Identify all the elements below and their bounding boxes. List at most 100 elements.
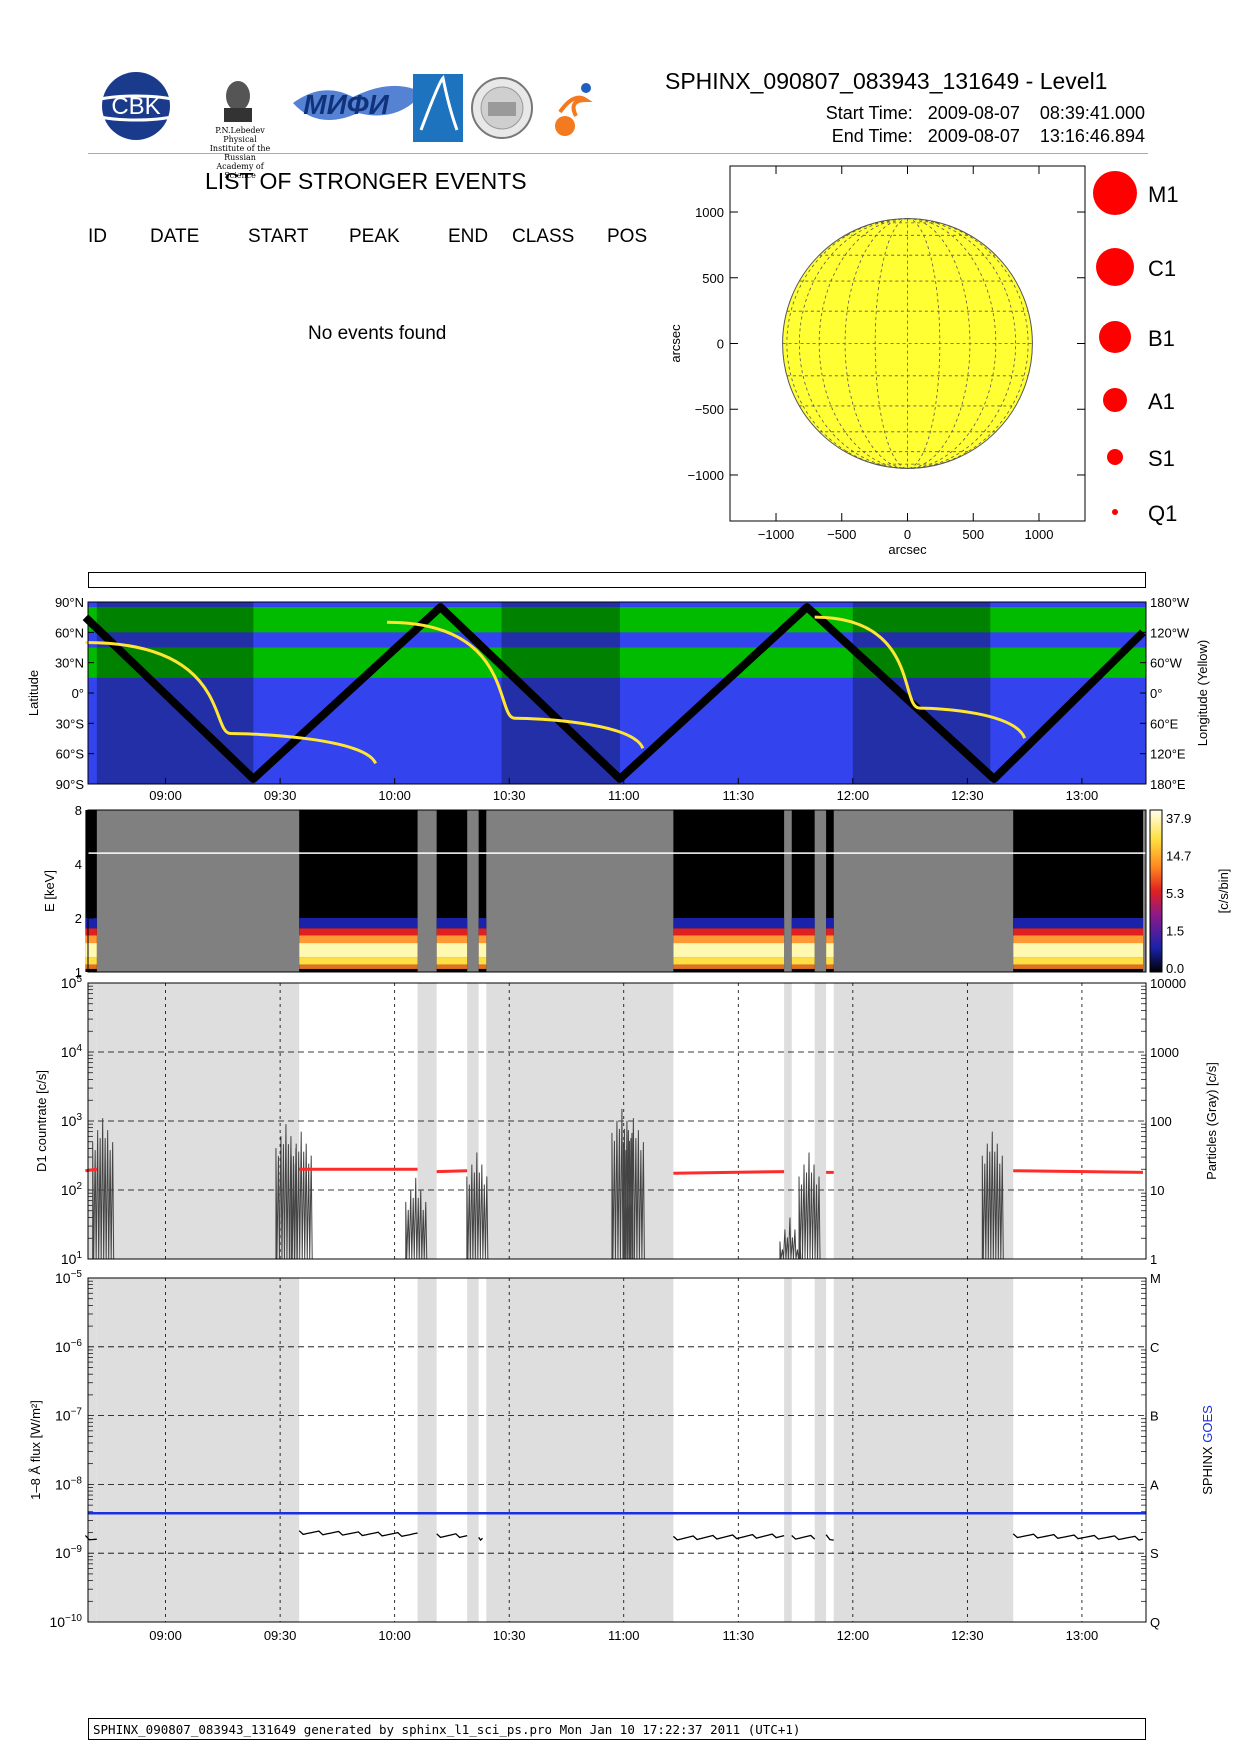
spectrogram-band xyxy=(85,928,97,936)
y-tick-label: 500 xyxy=(702,271,724,286)
map-time-label: 13:00 xyxy=(1066,788,1099,803)
time-tick-label: 09:00 xyxy=(149,1628,182,1643)
spectrogram-band xyxy=(791,957,815,965)
start-label: Start Time: xyxy=(825,103,913,123)
spectrogram-band xyxy=(436,964,468,969)
spectrogram-band xyxy=(85,918,97,929)
sphinx-label: SPHINX xyxy=(1200,1443,1215,1495)
spectrogram-band xyxy=(673,964,785,969)
wing-logo xyxy=(413,74,463,142)
energy-axis-label: E [keV] xyxy=(42,870,57,912)
end-time-line: End Time: 2009-08-07 13:16:46.894 xyxy=(832,126,1145,147)
map-time-label: 11:00 xyxy=(608,788,640,803)
d1-segment xyxy=(673,1170,785,1175)
spectrogram-band xyxy=(478,928,487,936)
logo-strip: CBK МИФИ P.N.Lebedev Physical Institute … xyxy=(80,68,648,180)
d1-segment xyxy=(436,1169,468,1174)
legend-label-s1: S1 xyxy=(1148,446,1175,471)
d1-segment xyxy=(85,1167,98,1173)
class-tick-label: A xyxy=(1150,1477,1159,1492)
spectrogram-band xyxy=(299,928,418,936)
col-end: END xyxy=(448,226,489,247)
time-tick-label: 13:00 xyxy=(1066,1628,1099,1643)
spectrogram-band xyxy=(1013,943,1144,958)
spectrogram-band xyxy=(673,935,785,944)
map-time-label: 11:30 xyxy=(723,788,755,803)
spectrogram-band xyxy=(826,928,834,936)
spectrogram-band xyxy=(1013,935,1144,944)
d1-tick-label: 102 xyxy=(61,1181,83,1198)
lat-tick-label: 60°S xyxy=(56,747,85,762)
spectrogram-band xyxy=(791,928,815,936)
gap-shade xyxy=(814,1278,827,1622)
spectrogram-gray xyxy=(88,810,1146,972)
col-peak: PEAK xyxy=(349,226,400,247)
lon-axis-label: Longitude (Yellow) xyxy=(1195,640,1210,746)
flux-tick-label: 10−8 xyxy=(55,1475,82,1492)
start-time-line: Start Time: 2009-08-07 08:39:41.000 xyxy=(826,103,1145,124)
energy-tick-label: 8 xyxy=(75,803,82,818)
legend-label-a1: A1 xyxy=(1148,389,1175,414)
longitude-curve xyxy=(814,615,1027,739)
lat-axis-label: Latitude xyxy=(26,670,41,716)
no-events-message: No events found xyxy=(308,323,447,344)
spectrogram-band xyxy=(478,918,487,929)
spectrogram-band xyxy=(436,918,468,929)
spectrogram-band xyxy=(299,918,418,929)
spectrogram-band xyxy=(673,943,785,958)
spectrogram-interval xyxy=(85,810,97,972)
longitude-curve xyxy=(85,640,377,765)
legend-marker-m1 xyxy=(1093,171,1137,215)
class-legend: M1 C1 B1 A1 S1 Q1 xyxy=(1093,171,1179,526)
class-tick-label: C xyxy=(1150,1340,1159,1355)
lon-tick-label: 60°E xyxy=(1150,716,1179,731)
spectrogram-band xyxy=(478,943,487,958)
particles-tick-label: 1 xyxy=(1150,1252,1157,1267)
spectrogram-band xyxy=(1013,957,1144,965)
col-id: ID xyxy=(88,226,107,247)
flux-right-label: SPHINX GOES xyxy=(1200,1405,1215,1495)
flux-tick-label: 10−9 xyxy=(55,1544,82,1561)
lebedev-logo xyxy=(224,81,252,122)
footer: SPHINX_090807_083943_131649 generated by… xyxy=(88,1718,1146,1740)
energy-tick-label: 1 xyxy=(75,965,82,980)
sphinx-segment xyxy=(791,1534,816,1540)
legend-marker-c1 xyxy=(1096,248,1134,286)
spectrogram-band xyxy=(299,943,418,958)
colorbar-tick-label: 37.9 xyxy=(1166,811,1191,826)
sphinx-segment xyxy=(825,1534,834,1541)
lat-tick-label: 90°S xyxy=(56,777,85,792)
spectrogram-interval xyxy=(826,810,834,972)
y-tick-label: −500 xyxy=(695,402,724,417)
spectrogram-band xyxy=(826,957,834,965)
spectrogram-band xyxy=(826,964,834,969)
colorbar-tick-label: 14.7 xyxy=(1166,849,1191,864)
map-time-label: 09:00 xyxy=(149,788,182,803)
d1-segment xyxy=(1013,1169,1144,1174)
time-tick-label: 10:00 xyxy=(378,1628,411,1643)
spectrogram-band xyxy=(673,928,785,936)
particle-burst xyxy=(290,1131,313,1260)
sun-meridian xyxy=(907,218,1029,469)
flux-frame xyxy=(87,1277,1147,1623)
seal-logo xyxy=(471,77,533,139)
lat-tick-label: 30°S xyxy=(56,716,85,731)
colorbar-label: [c/s/bin] xyxy=(1216,869,1231,914)
sun-s-logo xyxy=(555,83,593,136)
sphinx-segment xyxy=(436,1533,468,1539)
start-date: 2009-08-07 xyxy=(927,103,1020,123)
d1-tick-label: 103 xyxy=(61,1112,83,1129)
spectrogram-band xyxy=(1013,964,1144,969)
spectrogram-interval xyxy=(478,810,487,972)
latitude-track xyxy=(82,603,1146,783)
time-tick-label: 09:30 xyxy=(264,1628,297,1643)
spectrogram-band xyxy=(791,943,815,958)
x-tick-label: −1000 xyxy=(758,527,795,542)
legend-label-m1: M1 xyxy=(1148,182,1179,207)
flux-tick-label: 10−6 xyxy=(55,1338,82,1355)
spectrogram-band xyxy=(436,928,468,936)
cbk-text: CBK xyxy=(111,93,160,120)
y-axis-label: arcsec xyxy=(668,324,683,363)
y-tick-label: 1000 xyxy=(695,205,724,220)
spectrogram-band xyxy=(826,918,834,929)
